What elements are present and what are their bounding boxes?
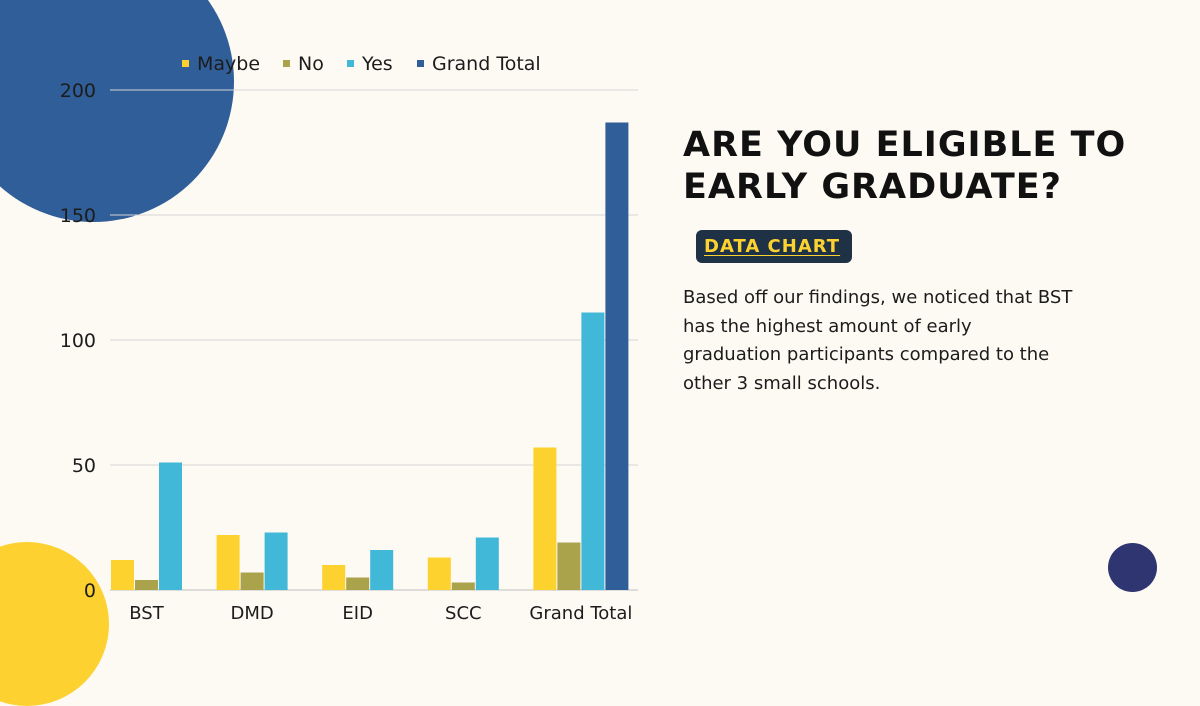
data-chart-badge: DATA CHART: [696, 230, 853, 263]
legend-swatch: [182, 60, 189, 67]
y-tick-label: 200: [60, 80, 96, 102]
chart-legend: Maybe No Yes Grand Total: [182, 53, 541, 75]
bar-chart: 0 50 100 150 200 BST DMD EID SCC Grand Total May…: [60, 53, 638, 624]
legend-label: No: [298, 53, 324, 75]
chart-bars: [111, 122, 629, 590]
bar-maybe: [111, 560, 134, 590]
legend-swatch: [417, 60, 424, 67]
x-category-label: EID: [342, 603, 373, 624]
x-category-label: Grand Total: [529, 603, 632, 624]
legend-label: Grand Total: [432, 53, 541, 75]
x-category-label: SCC: [445, 603, 482, 624]
x-category-label: DMD: [230, 603, 273, 624]
bar-no: [135, 580, 158, 590]
y-tick-label: 50: [72, 455, 96, 477]
bar-maybe: [216, 535, 240, 590]
decorative-circle-navy: [1108, 543, 1157, 592]
bar-yes: [370, 550, 394, 590]
bar-maybe: [533, 447, 557, 590]
bar-no: [240, 572, 264, 590]
bar-grand-total: [605, 122, 629, 590]
bar-yes: [475, 537, 499, 590]
bar-maybe: [322, 565, 346, 590]
bar-no: [346, 577, 370, 590]
legend-label: Maybe: [197, 53, 260, 75]
y-tick-label: 0: [84, 580, 96, 602]
y-tick-label: 150: [60, 205, 96, 227]
x-category-label: BST: [129, 603, 164, 624]
page-title: ARE YOU ELIGIBLE TO EARLY GRADUATE?: [683, 125, 1127, 207]
legend-swatch: [347, 60, 354, 67]
bar-maybe: [427, 557, 451, 590]
legend-swatch: [283, 60, 290, 67]
description-text: Based off our findings, we noticed that …: [683, 287, 1073, 394]
bar-yes: [581, 312, 605, 590]
bar-yes: [159, 462, 182, 590]
legend-label: Yes: [361, 53, 393, 75]
x-axis-categories: BST DMD EID SCC Grand Total: [129, 603, 632, 624]
y-tick-label: 100: [60, 330, 96, 352]
chart-gridlines: [110, 89, 638, 591]
bar-no: [557, 542, 581, 590]
y-axis-ticks: 0 50 100 150 200: [60, 80, 96, 602]
bar-no: [451, 582, 475, 590]
bar-yes: [264, 532, 288, 590]
